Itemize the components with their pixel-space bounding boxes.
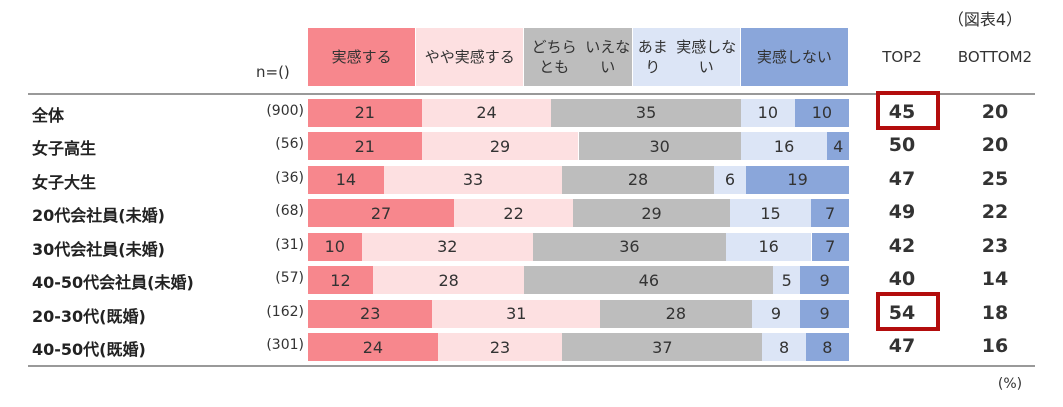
bar-segment: 16 (726, 233, 812, 261)
row-n: (56) (248, 136, 304, 152)
summary-header: BOTTOM 2 (955, 28, 1035, 86)
bar-segment: 5 (773, 266, 800, 294)
summary-value: 49 (867, 201, 937, 223)
summary-value: 18 (960, 302, 1030, 324)
summary-value: 47 (867, 168, 937, 190)
summary-value: 22 (960, 201, 1030, 223)
summary-value: 42 (867, 235, 937, 257)
table-bottom-rule (28, 365, 1035, 367)
bar-segment: 36 (533, 233, 726, 261)
bar-segment: 37 (562, 333, 762, 361)
bar-segment: 10 (741, 99, 795, 127)
summary-value: 14 (960, 268, 1030, 290)
bar-segment: 14 (308, 166, 384, 194)
bar-segment: 33 (384, 166, 563, 194)
series-header: 実感する (308, 28, 415, 86)
row-n: (301) (248, 337, 304, 353)
bar-segment: 23 (438, 333, 562, 361)
bar-segment: 8 (762, 333, 805, 361)
bar-segment: 8 (806, 333, 849, 361)
summary-value: 20 (960, 101, 1030, 123)
row-n: (57) (248, 270, 304, 286)
row-label: 40-50代会社員(未婚) (32, 269, 194, 293)
row-label: 女子大生 (32, 169, 96, 193)
series-header: 実感しない (741, 28, 848, 86)
bar-segment: 21 (308, 132, 422, 160)
bar-segment: 35 (551, 99, 740, 127)
bar-segment: 16 (741, 132, 828, 160)
bar-segment: 12 (308, 266, 373, 294)
bar-segment: 29 (573, 199, 730, 227)
bar-segment: 24 (308, 333, 438, 361)
highlight-box (876, 292, 940, 331)
series-header: どちらとも いえない (524, 28, 631, 86)
bar-segment: 19 (746, 166, 849, 194)
bar-segment: 28 (562, 166, 713, 194)
bar-segment: 9 (800, 300, 849, 328)
summary-value: 16 (960, 335, 1030, 357)
row-n: (68) (248, 203, 304, 219)
row-n: (900) (248, 103, 304, 119)
series-header: やや 実感する (416, 28, 523, 86)
bar-segment: 22 (454, 199, 573, 227)
row-label: 30代会社員(未婚) (32, 236, 165, 260)
summary-value: 20 (960, 134, 1030, 156)
bar-segment: 27 (308, 199, 454, 227)
bar-segment: 31 (432, 300, 600, 328)
bar-segment: 23 (308, 300, 432, 328)
row-label: 20-30代(既婚) (32, 303, 146, 327)
row-label: 全体 (32, 102, 64, 126)
unit-label: (%) (985, 376, 1035, 392)
row-n: (31) (248, 237, 304, 253)
highlight-box (876, 91, 940, 130)
bar-segment: 28 (600, 300, 751, 328)
bar-segment: 21 (308, 99, 422, 127)
series-header: あまり 実感しない (633, 28, 740, 86)
bar-segment: 29 (422, 132, 579, 160)
bar-segment: 9 (752, 300, 801, 328)
summary-header: TOP2 (862, 28, 942, 86)
row-label: 20代会社員(未婚) (32, 202, 165, 226)
bar-segment: 7 (812, 233, 849, 261)
bar-segment: 7 (811, 199, 849, 227)
summary-value: 23 (960, 235, 1030, 257)
row-label: 女子高生 (32, 135, 96, 159)
bar-segment: 9 (800, 266, 849, 294)
bar-segment: 28 (373, 266, 524, 294)
summary-value: 47 (867, 335, 937, 357)
bar-segment: 46 (524, 266, 773, 294)
summary-value: 50 (867, 134, 937, 156)
bar-segment: 4 (827, 132, 849, 160)
bar-segment: 30 (579, 132, 741, 160)
row-label: 40-50代(既婚) (32, 336, 146, 360)
summary-value: 25 (960, 168, 1030, 190)
figure-label: （図表4） (935, 6, 1035, 30)
n-header: n=() (256, 63, 304, 81)
summary-value: 40 (867, 268, 937, 290)
bar-segment: 10 (308, 233, 362, 261)
bar-segment: 10 (795, 99, 849, 127)
bar-segment: 24 (422, 99, 552, 127)
bar-segment: 15 (730, 199, 811, 227)
bar-segment: 6 (714, 166, 746, 194)
row-n: (36) (248, 170, 304, 186)
row-n: (162) (248, 304, 304, 320)
bar-segment: 32 (362, 233, 533, 261)
